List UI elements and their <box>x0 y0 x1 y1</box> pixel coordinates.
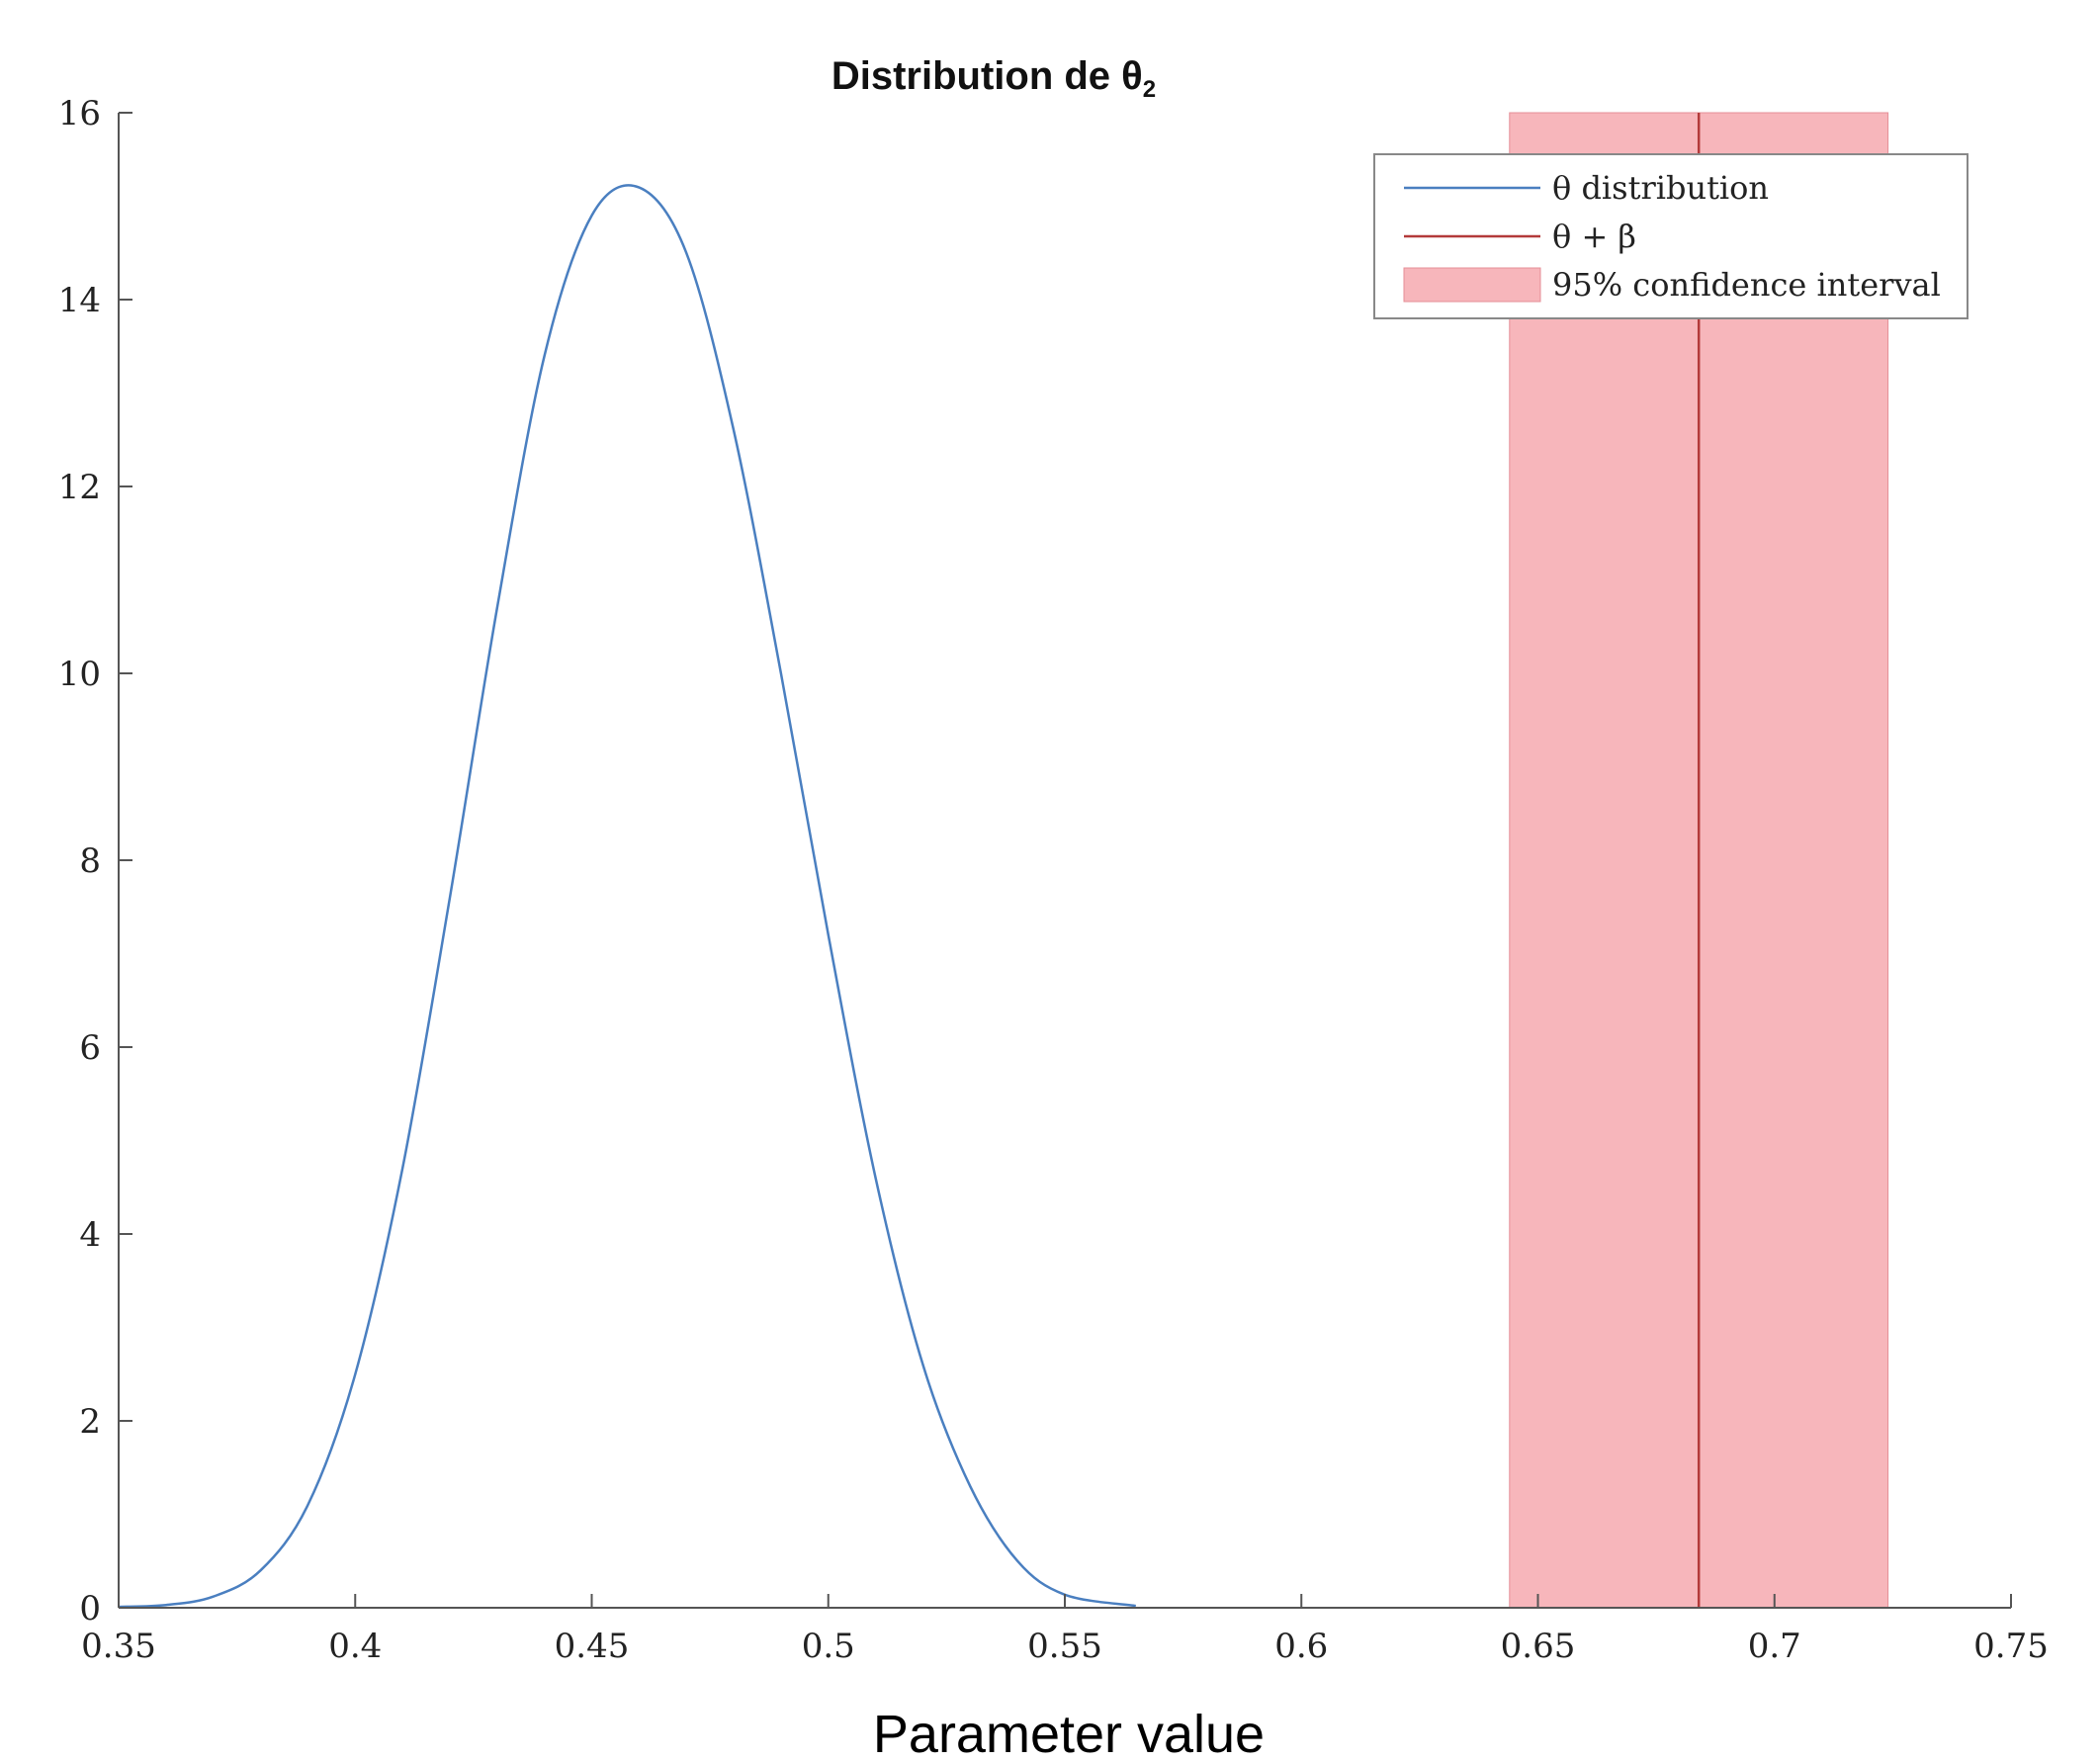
legend-swatch-patch <box>1403 267 1541 303</box>
y-tick-label: 4 <box>79 1215 101 1255</box>
x-tick-label: 0.65 <box>1501 1627 1576 1666</box>
y-tick-label: 2 <box>79 1402 101 1442</box>
y-tick-label: 8 <box>79 841 101 881</box>
y-tick-label: 6 <box>79 1028 101 1068</box>
y-tick-label: 12 <box>58 468 101 507</box>
x-tick-label: 0.75 <box>1973 1627 2049 1666</box>
ticks-layer: 0.35 0.4 0.45 0.5 0.55 0.6 0.65 0.7 0.75 0 2 4 6 8 10 1… <box>58 94 2049 1666</box>
x-tick-label: 0.55 <box>1027 1627 1102 1666</box>
legend: θ distribution θ + β 95% confidence interv… <box>1373 153 1969 319</box>
x-tick-label: 0.5 <box>802 1627 855 1666</box>
legend-label: θ distribution <box>1552 169 1769 207</box>
y-tick-label: 0 <box>79 1589 101 1629</box>
chart-title: Distribution de θ2 <box>831 54 1156 103</box>
x-tick-label: 0.35 <box>81 1627 156 1666</box>
y-tick-label: 10 <box>58 655 101 694</box>
y-tick-label: 14 <box>58 281 101 320</box>
legend-label: θ + β <box>1552 218 1636 255</box>
x-tick-label: 0.4 <box>328 1627 382 1666</box>
series-line-0 <box>118 184 1136 1609</box>
y-tick-label: 16 <box>58 94 101 133</box>
x-axis-label: Parameter value <box>873 1705 1265 1762</box>
legend-label: 95% confidence interval <box>1552 266 1941 304</box>
title-subscript: 2 <box>1143 76 1156 103</box>
x-tick-label: 0.7 <box>1748 1627 1801 1666</box>
series-layer <box>118 113 1701 1609</box>
x-tick-label: 0.45 <box>555 1627 630 1666</box>
x-tick-label: 0.6 <box>1274 1627 1328 1666</box>
